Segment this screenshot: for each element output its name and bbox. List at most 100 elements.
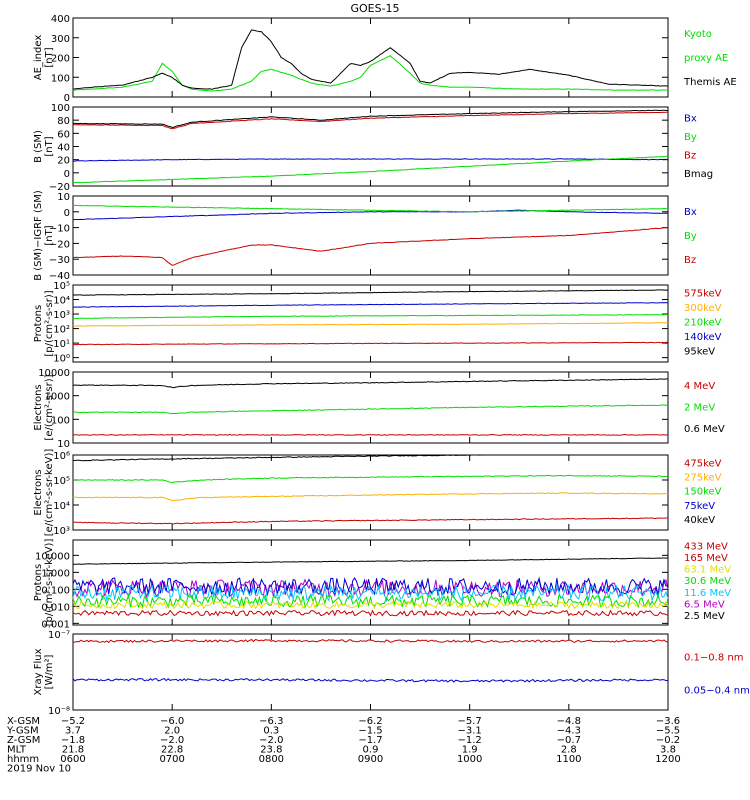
y-axis-label: B (SM)[nT] bbox=[33, 130, 55, 163]
footer-value: 1200 bbox=[655, 754, 680, 765]
footer-row-label: Y-GSM bbox=[6, 726, 39, 737]
footer-date: 2019 Nov 10 bbox=[7, 764, 71, 775]
y-axis-label-line: Protons bbox=[33, 305, 44, 342]
legend-entry: 475keV bbox=[684, 458, 722, 469]
y-tick-label: −20 bbox=[49, 239, 70, 250]
page-title: GOES-15 bbox=[350, 2, 400, 15]
series-line-95kev bbox=[72, 341, 669, 346]
legend-entry: 30.6 MeV bbox=[684, 576, 731, 587]
y-tick-label: −40 bbox=[49, 271, 70, 282]
footer-row-label: hhmm bbox=[7, 754, 39, 765]
footer-value: −4.8 bbox=[557, 716, 581, 727]
footer-value: 2.0 bbox=[164, 726, 180, 737]
series-line-bmag bbox=[72, 109, 668, 129]
y-tick-label: 300 bbox=[51, 34, 70, 45]
y-axis-label: Xray Flux[W/m²] bbox=[33, 648, 55, 695]
y-tick-label: 60 bbox=[57, 129, 70, 140]
y-tick-label: 10⁴ bbox=[53, 296, 70, 307]
legend-entry: Themis AE bbox=[683, 77, 737, 88]
y-axis-label-line: [e/(cm²-s-sr)] bbox=[44, 374, 55, 440]
y-axis-label: Protons[p/(cm²-s-sr)] bbox=[33, 290, 55, 356]
y-tick-label: 20 bbox=[57, 156, 70, 167]
footer-row-label: X-GSM bbox=[7, 716, 40, 727]
legend-entry: 2 MeV bbox=[684, 403, 715, 414]
series-line-kyoto-proxy-ae bbox=[72, 55, 669, 92]
footer-value: −1.7 bbox=[358, 735, 382, 746]
legend-entry: 95keV bbox=[684, 347, 715, 358]
y-tick-label: 200 bbox=[51, 54, 70, 65]
footer-value: −4.3 bbox=[557, 726, 581, 737]
series-line-150kev bbox=[72, 492, 669, 502]
series-line-300kev bbox=[72, 302, 669, 308]
y-tick-label: 10³ bbox=[53, 310, 70, 321]
footer-value: 3.8 bbox=[660, 745, 676, 756]
legend-entry: 4 MeV bbox=[684, 381, 715, 392]
footer-row-label: Z-GSM bbox=[7, 735, 40, 746]
footer-value: 1000 bbox=[457, 754, 482, 765]
y-tick-label: 0 bbox=[64, 169, 70, 180]
y-tick-label: 10⁴ bbox=[53, 501, 70, 512]
y-tick-label: 80 bbox=[57, 116, 70, 127]
series-line-0-6-mev bbox=[72, 378, 669, 389]
y-axis-label: B (SM)−IGRF (SM)[nT] bbox=[33, 190, 55, 281]
legend-entry: 575keV bbox=[684, 289, 722, 300]
series-line-bz bbox=[73, 111, 669, 130]
footer-value: −0.7 bbox=[557, 735, 581, 746]
y-axis-label-line: B (SM) bbox=[33, 130, 44, 163]
footer-value: 0.3 bbox=[263, 726, 279, 737]
legend-entry: 0.1−0.8 nm bbox=[684, 652, 743, 663]
y-tick-label: 0 bbox=[64, 208, 70, 219]
y-tick-label: 400 bbox=[51, 14, 70, 25]
footer-value: 22.8 bbox=[161, 745, 183, 756]
y-axis-label-line: Electrons bbox=[33, 469, 44, 515]
y-tick-label: 10⁻⁷ bbox=[48, 630, 70, 641]
legend-entry: 210keV bbox=[684, 318, 722, 329]
y-axis-label: Electrons[e/(cm²-s-sr-keV)] bbox=[33, 449, 55, 537]
legend-entry: 150keV bbox=[684, 487, 722, 498]
y-tick-label: 100 bbox=[51, 73, 70, 84]
y-tick-label: 1.000 bbox=[41, 568, 70, 579]
y-tick-label: −30 bbox=[49, 255, 70, 266]
footer-value: 2.8 bbox=[561, 745, 577, 756]
y-tick-label: 10⁻⁸ bbox=[48, 706, 70, 717]
y-tick-label: 10⁵ bbox=[53, 476, 70, 487]
legend-entry: 6.5 MeV bbox=[684, 600, 725, 611]
panel-protons2: 0.0010.0100.1001.00010.000Protons[p/(cm²… bbox=[33, 539, 731, 631]
y-tick-label: 10.000 bbox=[35, 551, 70, 562]
series-line-4-mev bbox=[72, 433, 669, 436]
series-line-11-6-mev bbox=[72, 576, 669, 597]
legend-entry: 0.05−0.4 nm bbox=[684, 685, 750, 696]
legend-entry: 40keV bbox=[684, 515, 715, 526]
y-axis-label-line: B (SM)−IGRF (SM) bbox=[33, 190, 44, 281]
series-line-140kev bbox=[72, 322, 669, 327]
panel-xray: 10⁻⁸ 10⁻⁷ Xray Flux[W/m²] 0.1−0.8 nm 0.05−0.… bbox=[33, 630, 750, 717]
y-axis-label-line: Electrons bbox=[33, 384, 44, 430]
footer-value: −2.0 bbox=[160, 735, 184, 746]
y-tick-label: 0 bbox=[64, 93, 70, 104]
legend-entry: Bx bbox=[684, 207, 697, 218]
series-line-2-mev bbox=[72, 404, 669, 415]
legend-entry: proxy AE bbox=[684, 53, 728, 64]
y-axis-label-line: [e/(cm²-s-sr-keV)] bbox=[44, 449, 55, 537]
footer-value: 3.7 bbox=[65, 726, 81, 737]
footer-value: −6.2 bbox=[358, 716, 382, 727]
series-line-275kev bbox=[72, 517, 668, 525]
y-tick-label: 1000 bbox=[45, 392, 70, 403]
legend-entry: By bbox=[684, 132, 697, 143]
y-axis-label-line: [nT] bbox=[44, 225, 55, 245]
y-tick-label: 0.010 bbox=[41, 602, 70, 613]
series-line-30-6-mev bbox=[72, 583, 669, 603]
series-line-40kev bbox=[72, 454, 668, 462]
footer-value: −5.2 bbox=[61, 716, 85, 727]
y-axis-label-line: Protons bbox=[33, 564, 44, 601]
series-line-0-1-0-8-nm bbox=[72, 638, 669, 644]
series-line-bx bbox=[73, 158, 669, 162]
y-tick-label: 10 bbox=[57, 192, 70, 203]
footer-value: 0.9 bbox=[363, 745, 379, 756]
legend-entry: 140keV bbox=[684, 332, 722, 343]
y-tick-label: −10 bbox=[49, 224, 70, 235]
legend-entry: 0.6 MeV bbox=[684, 424, 725, 435]
y-axis-label-line: [p/(cm²-s-sr-keV)] bbox=[44, 539, 55, 627]
